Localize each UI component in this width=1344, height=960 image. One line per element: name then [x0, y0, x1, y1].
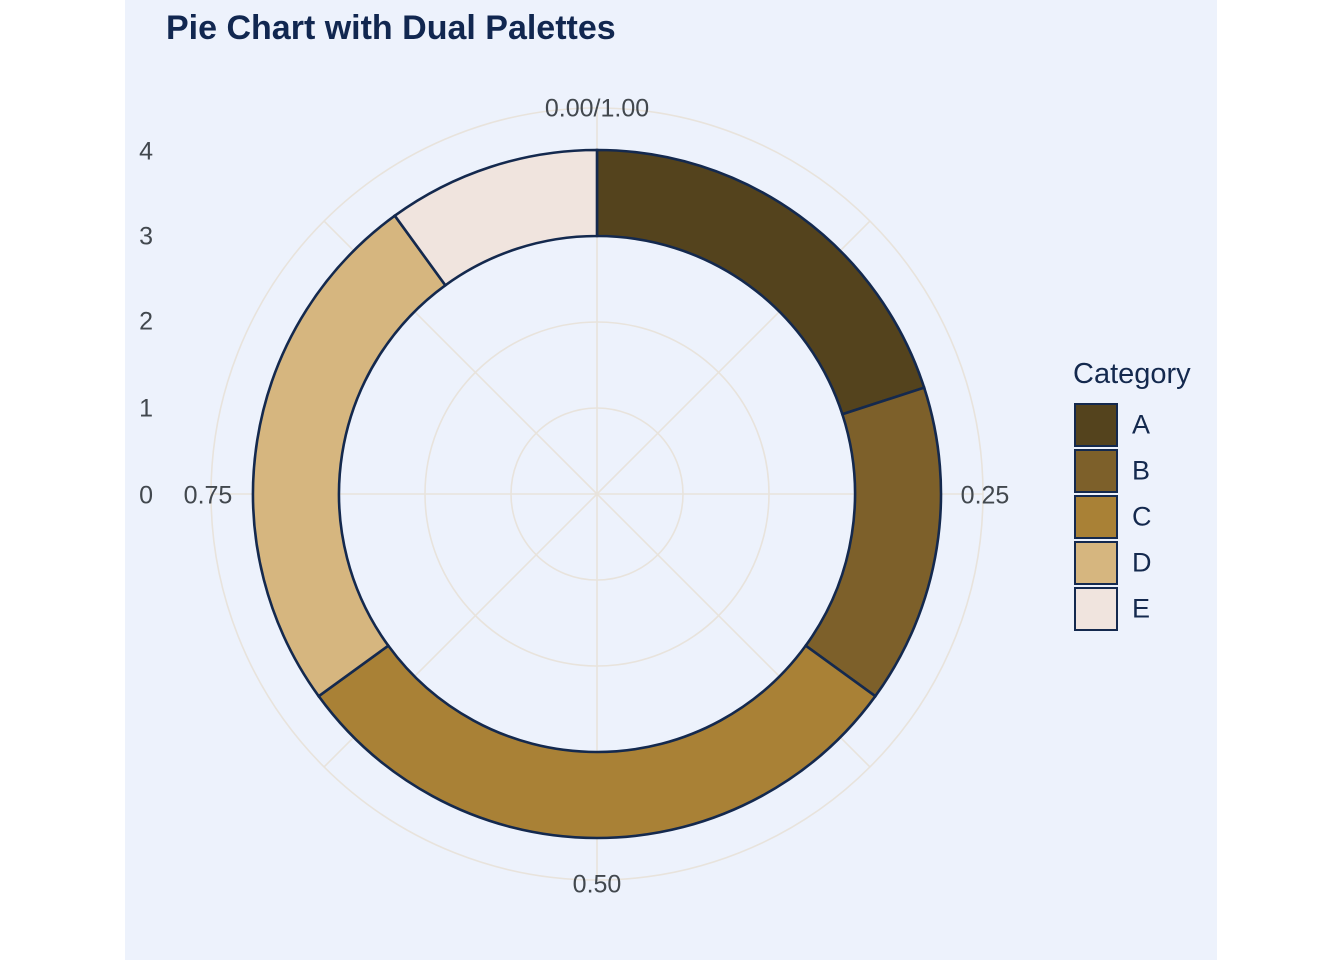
legend-label-a: A [1132, 409, 1151, 440]
radial-tick-0: 0 [139, 481, 153, 510]
radial-tick-2: 2 [139, 307, 153, 336]
donut-slice-e [392, 148, 599, 288]
legend-item-b: B [1073, 449, 1217, 493]
legend-label-c: C [1132, 501, 1152, 532]
radial-tick-3: 3 [139, 222, 153, 251]
legend-item-c: C [1073, 495, 1217, 539]
donut-slice-c [316, 643, 878, 840]
legend-swatch-b [1074, 449, 1118, 493]
legend-swatch-d [1074, 541, 1118, 585]
donut-slice-a [595, 148, 926, 416]
theta-tick-075: 0.75 [183, 481, 233, 510]
chart-title: Pie Chart with Dual Palettes [166, 9, 616, 47]
theta-tick-050: 0.50 [572, 870, 622, 899]
legend-swatch-a [1074, 403, 1118, 447]
theta-tick-0: 0.00/1.00 [544, 94, 650, 123]
donut-slice-d [251, 213, 448, 699]
radial-tick-4: 4 [139, 137, 153, 166]
legend-label-d: D [1132, 547, 1152, 578]
legend-label-b: B [1132, 455, 1151, 486]
legend-item-e: E [1073, 587, 1217, 631]
legend: Category A B C D E [1073, 358, 1217, 633]
legend-label-e: E [1132, 593, 1151, 624]
radial-tick-1: 1 [139, 394, 153, 423]
donut-slices [251, 148, 943, 840]
legend-swatch-e [1074, 587, 1118, 631]
legend-title: Category [1073, 358, 1191, 390]
legend-item-a: A [1073, 403, 1217, 447]
legend-swatch-c [1074, 495, 1118, 539]
donut-slice-b [803, 386, 943, 699]
legend-item-d: D [1073, 541, 1217, 585]
theta-tick-025: 0.25 [960, 481, 1010, 510]
